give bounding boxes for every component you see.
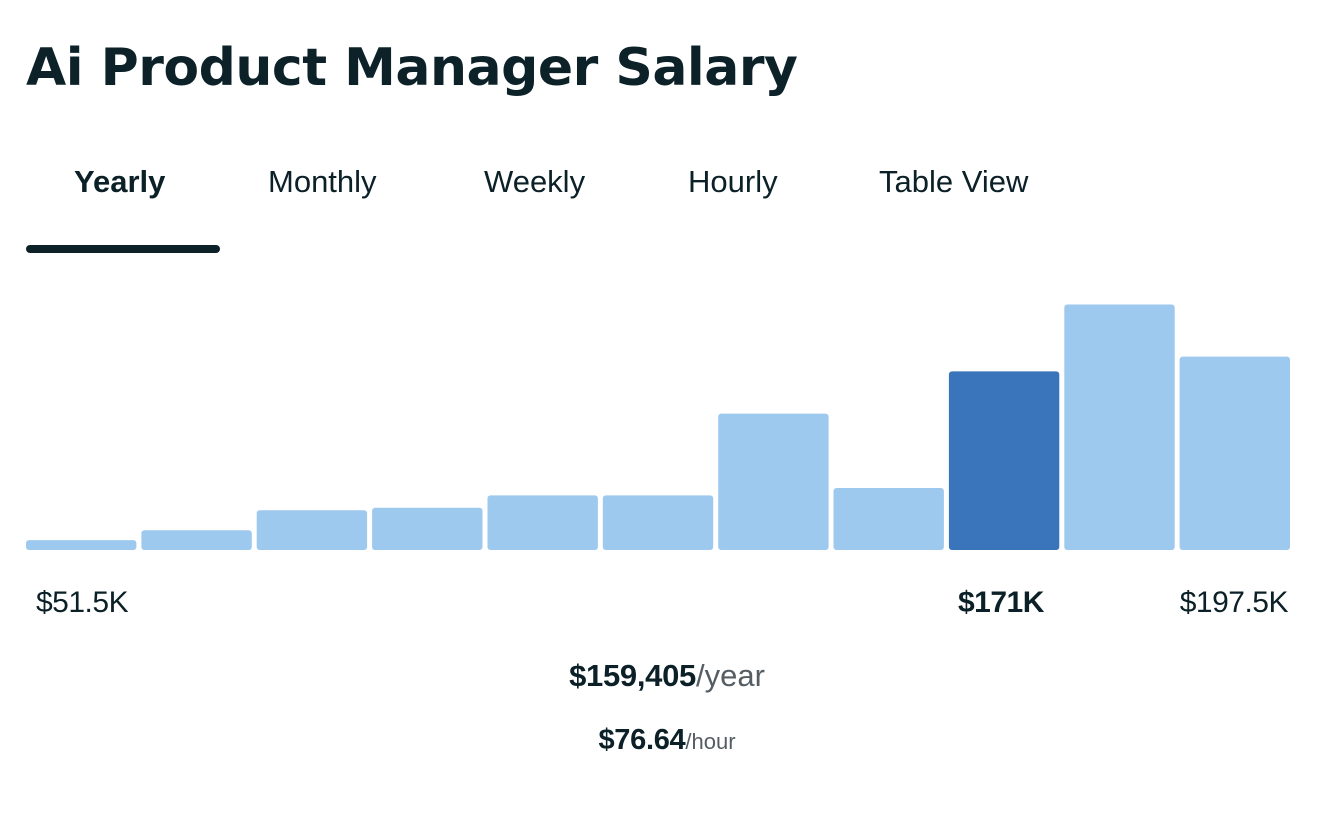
axis-highlight-label: $171K <box>958 586 1044 619</box>
page-title: Ai Product Manager Salary <box>26 38 798 98</box>
period-tabs: Yearly Monthly Weekly Hourly Table View <box>0 150 1334 260</box>
histogram-bar[interactable] <box>256 510 368 550</box>
tab-hourly[interactable]: Hourly <box>688 164 778 199</box>
histogram-bar[interactable] <box>833 488 944 550</box>
histogram-bar[interactable] <box>602 495 714 550</box>
active-tab-indicator <box>26 245 220 253</box>
histogram-bar[interactable] <box>26 540 137 550</box>
hourly-amount: $76.64 <box>598 724 686 756</box>
hourly-salary: $76.64/hour <box>0 724 1334 757</box>
histogram-bar[interactable] <box>487 495 598 550</box>
histogram-bar-highlight[interactable] <box>948 371 1060 550</box>
histogram-bar[interactable] <box>1179 356 1290 550</box>
yearly-unit: /year <box>695 658 765 693</box>
histogram-bar[interactable] <box>141 530 252 550</box>
tab-monthly[interactable]: Monthly <box>268 164 377 199</box>
tab-table-view[interactable]: Table View <box>879 164 1029 199</box>
yearly-amount: $159,405 <box>569 658 696 693</box>
tab-yearly[interactable]: Yearly <box>74 164 166 199</box>
axis-max-label: $197.5K <box>1179 586 1289 619</box>
histogram-bar[interactable] <box>372 507 483 550</box>
histogram-bar[interactable] <box>718 413 829 550</box>
hourly-unit: /hour <box>685 729 736 754</box>
axis-min-label: $51.5K <box>36 586 129 619</box>
yearly-salary: $159,405/year <box>0 658 1334 694</box>
histogram-bar[interactable] <box>1064 304 1175 551</box>
tab-weekly[interactable]: Weekly <box>484 164 586 199</box>
salary-histogram <box>26 304 1290 551</box>
